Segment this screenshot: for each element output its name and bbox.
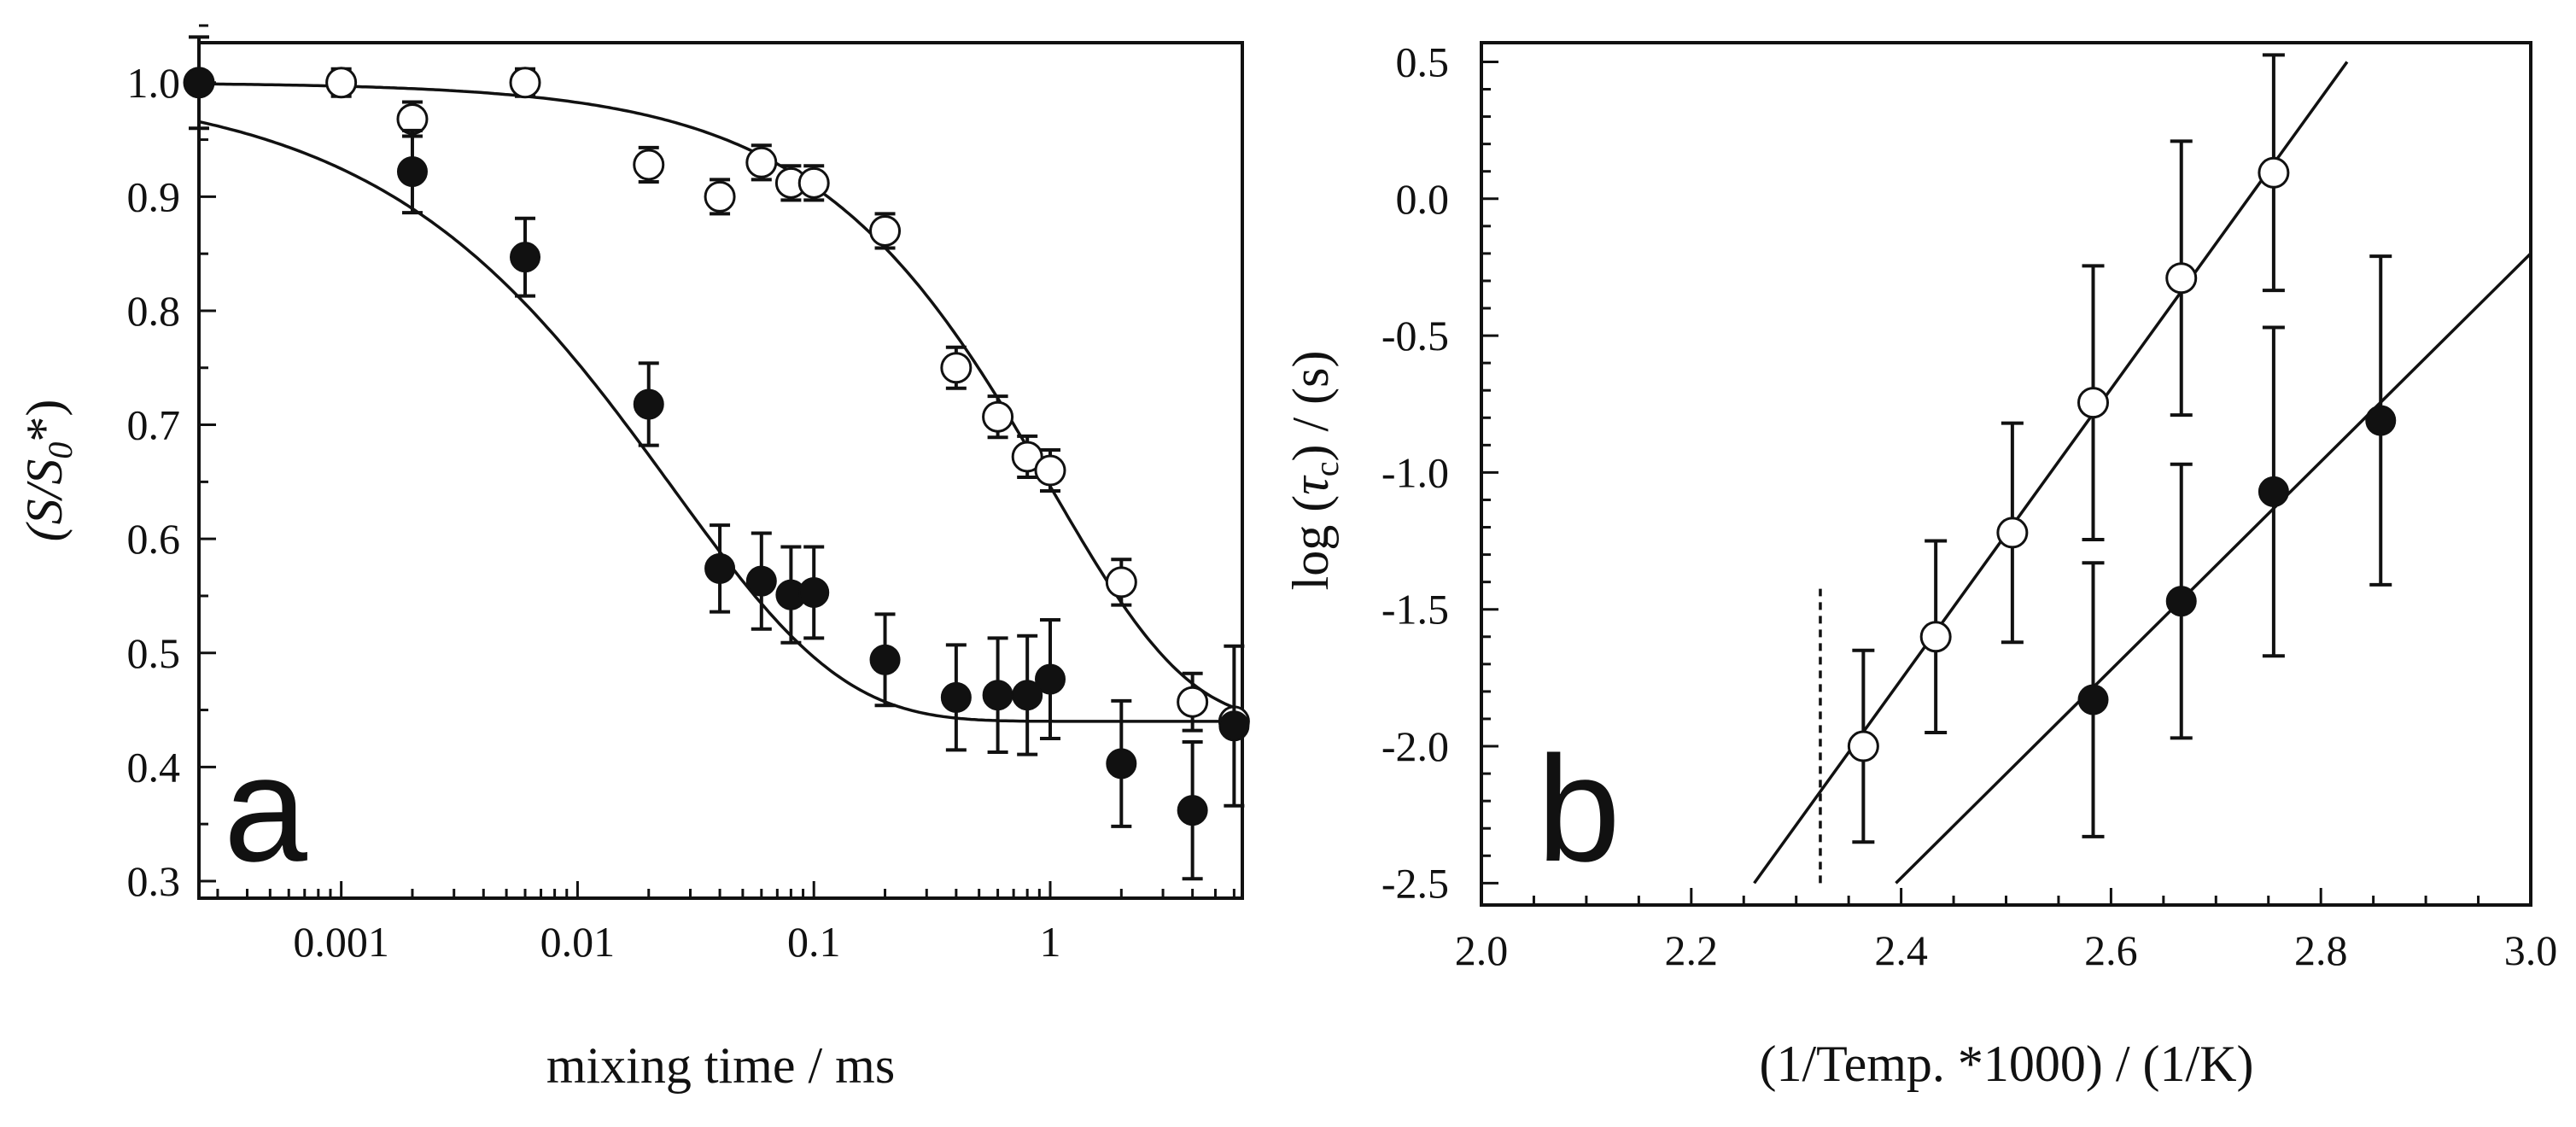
data-point-open: [1996, 517, 2029, 549]
data-point-open: [704, 180, 736, 213]
data-point-open: [2165, 262, 2198, 295]
data-point-open: [1105, 566, 1137, 599]
panel-b-x-axis-title: (1/Temp. *1000) / (1/K): [1759, 1036, 2253, 1092]
x-tick-label: 0.001: [293, 918, 389, 966]
data-point-open: [509, 67, 541, 99]
panel-a-y-axis-title-main: (S/S: [16, 459, 73, 542]
x-tick-label: 2.0: [1455, 926, 1509, 974]
y-tick-label: 0.8: [127, 287, 181, 335]
data-point-filled: [982, 680, 1013, 711]
x-tick-label: 2.8: [2294, 926, 2348, 974]
y-tick-label: 1.0: [127, 59, 181, 107]
data-point-open: [869, 214, 902, 247]
y-tick-label: 0.7: [127, 401, 181, 449]
panel-a-frame: [197, 41, 1244, 900]
panel-a-x-axis-title: mixing time / ms: [546, 1037, 895, 1094]
data-point-filled: [798, 576, 830, 608]
data-point-filled: [510, 242, 541, 273]
data-point-open: [745, 146, 778, 178]
y-tick-label: 0.3: [127, 857, 181, 905]
data-point-filled: [2165, 586, 2197, 617]
y-tick-label: -2.5: [1381, 859, 1449, 907]
panel-b-data-points: [1847, 53, 2397, 844]
y-tick-label: -1.5: [1381, 586, 1449, 634]
y-tick-label: 0.5: [127, 629, 181, 677]
fit-curve-open: [198, 82, 1243, 712]
panel-a-tick-labels: 0.001 0.01 0.1 1 0.3 0.4 0.5 0.6 0.7 0.8 0.9 1.0: [127, 59, 1061, 966]
x-tick-label: 1: [1039, 918, 1060, 966]
data-point-filled: [2077, 684, 2109, 715]
y-tick-label: -1.0: [1381, 448, 1449, 496]
data-point-open: [1034, 454, 1066, 487]
data-point-filled: [1177, 795, 1208, 826]
data-point-filled: [1034, 663, 1066, 695]
x-tick-label: 2.4: [1874, 926, 1928, 974]
data-point-open: [633, 149, 665, 181]
y-tick-label: -0.5: [1381, 312, 1449, 359]
panel-a-y-axis-title-superscript: *): [16, 400, 73, 442]
panel-b-y-axis-title-rest: ) / (s): [1282, 351, 1339, 462]
data-point-filled: [1012, 680, 1043, 711]
data-point-open: [982, 400, 1014, 433]
y-tick-label: 0.9: [127, 172, 181, 220]
x-tick-label: 0.1: [787, 918, 841, 966]
data-point-open: [797, 166, 830, 199]
fit-line-filled: [1895, 252, 2532, 885]
panel-b-y-axis-title-tau: τ: [1282, 475, 1339, 495]
data-point-open: [2258, 156, 2290, 189]
panel-a-y-axis-title-subscript: 0: [41, 442, 79, 459]
x-tick-label: 3.0: [2504, 926, 2558, 974]
panel-b: 2.0 2.2 2.4 2.6 2.8 3.0 0.5 0.0 -0.5 -1.0 -1.5 -2.0…: [1282, 38, 2557, 1092]
data-point-open: [940, 352, 973, 384]
data-point-filled: [704, 552, 736, 584]
data-point-filled: [184, 67, 214, 98]
x-tick-label: 2.2: [1665, 926, 1719, 974]
y-tick-label: -2.0: [1381, 722, 1449, 770]
data-point-filled: [2365, 405, 2397, 436]
panel-a-label: a: [224, 726, 307, 893]
panel-b-y-axis-title-subscript: c: [1307, 462, 1346, 477]
data-point-filled: [633, 388, 664, 420]
x-tick-label: 2.6: [2084, 926, 2138, 974]
data-point-open: [1919, 621, 1952, 653]
data-point-open: [2077, 387, 2110, 419]
data-point-open: [1177, 686, 1209, 718]
data-point-filled: [940, 681, 972, 713]
panel-b-y-axis-title: log (τc) / (s): [1282, 351, 1346, 591]
panel-a-data-points: [183, 35, 1250, 881]
data-point-filled: [1106, 748, 1137, 780]
data-point-filled: [745, 565, 777, 597]
y-tick-label: 0.5: [1396, 38, 1450, 85]
panel-b-ticks: [1480, 60, 2532, 905]
data-point-filled: [869, 644, 901, 675]
panel-a: 0.001 0.01 0.1 10.30.40.50.60.70.80.91.0 a …: [16, 24, 1250, 1094]
panel-b-label: b: [1537, 726, 1621, 893]
data-point-filled: [2258, 476, 2289, 507]
data-point-open: [1011, 441, 1043, 473]
panel-b-y-axis-title-main: log (: [1282, 495, 1339, 591]
data-point-open: [325, 67, 358, 99]
data-point-open: [1847, 730, 1879, 762]
data-point-filled: [396, 155, 428, 187]
y-tick-label: 0.6: [127, 515, 181, 563]
panel-b-tick-labels: 2.0 2.2 2.4 2.6 2.8 3.0 0.5 0.0 -0.5 -1.0 -1.5 -2.0…: [1381, 38, 2557, 974]
x-tick-label: 0.01: [540, 918, 616, 966]
y-tick-label: 0.4: [127, 743, 181, 791]
fit-line-open: [1753, 61, 2349, 885]
panel-a-ticks: [199, 24, 1235, 898]
data-point-filled: [1218, 710, 1250, 742]
panel-a-y-axis-title: (S/S0*): [16, 400, 79, 542]
y-tick-label: 0.0: [1396, 175, 1450, 223]
